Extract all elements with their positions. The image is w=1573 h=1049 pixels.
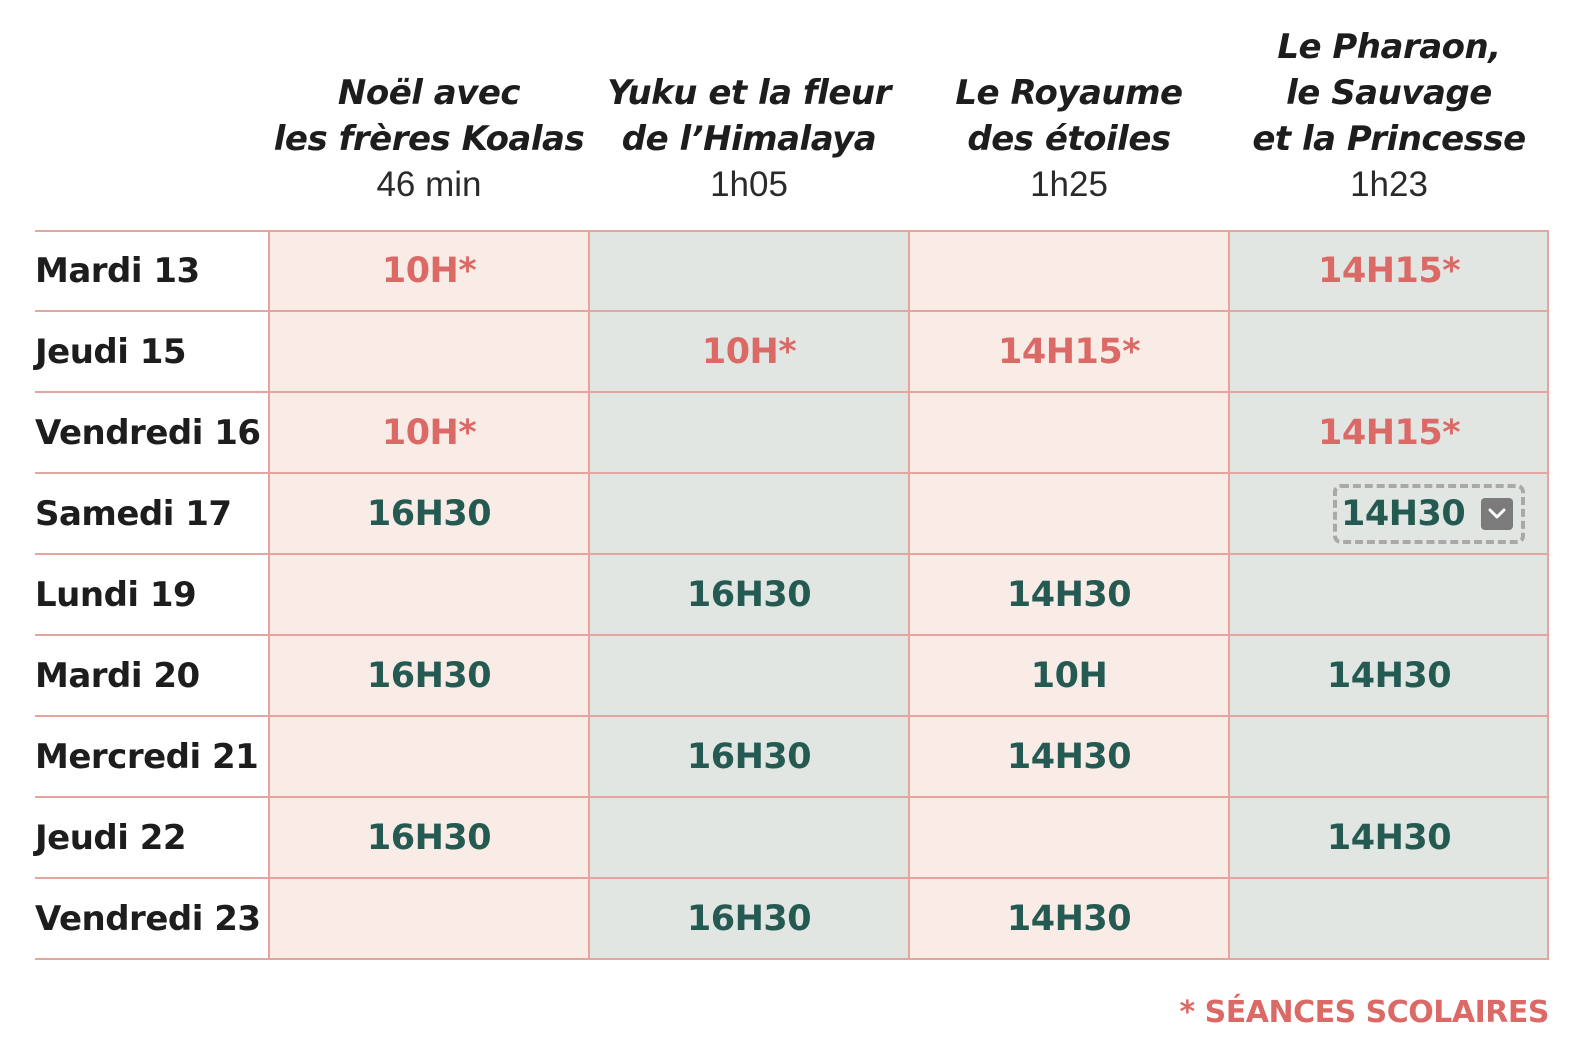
row-divider xyxy=(35,472,1549,474)
school-showtime: 14H15* xyxy=(997,331,1141,372)
column-background-1 xyxy=(269,230,589,959)
schedule-cell: 10H* xyxy=(589,311,909,392)
schedule-cell: 16H30 xyxy=(269,797,589,878)
schedule-cell: 14H30 xyxy=(1229,797,1549,878)
schedule-cell: 14H15* xyxy=(1229,392,1549,473)
day-label: Mardi 20 xyxy=(35,655,200,696)
day-label: Jeudi 15 xyxy=(35,331,187,372)
column-background-2 xyxy=(589,230,909,959)
film-duration: 1h25 xyxy=(1030,165,1108,204)
row-divider xyxy=(35,553,1549,555)
column-divider xyxy=(1228,230,1230,959)
schedule-cell: 10H xyxy=(909,635,1229,716)
film-title: Le Royaume des étoiles xyxy=(955,73,1183,159)
day-label: Samedi 17 xyxy=(35,493,232,534)
showtime: 14H30 xyxy=(1326,817,1452,858)
schedule-cell: 14H30 xyxy=(909,554,1229,635)
column-divider xyxy=(1547,230,1549,959)
column-divider xyxy=(588,230,590,959)
row-divider xyxy=(35,796,1549,798)
schedule-cell: 16H30 xyxy=(589,554,909,635)
schedule-cell: 10H* xyxy=(269,230,589,311)
schedule-cell: 14H30 xyxy=(909,716,1229,797)
schedule-cell: 14H30 xyxy=(1229,635,1549,716)
film-header-1: Noël avec les frères Koalas 46 min xyxy=(269,0,589,230)
column-background-4 xyxy=(1229,230,1549,959)
showtime: 16H30 xyxy=(686,574,812,615)
showtime: 14H30 xyxy=(1326,655,1452,696)
schedule-cell: 10H* xyxy=(269,392,589,473)
column-divider xyxy=(268,230,270,959)
schedule-cell: 14H15* xyxy=(909,311,1229,392)
schedule-cell: 14H30 xyxy=(1229,473,1549,554)
school-showtime: 10H* xyxy=(381,250,477,291)
film-title: Noël avec les frères Koalas xyxy=(273,73,585,159)
day-label: Mercredi 21 xyxy=(35,736,259,777)
day-label: Jeudi 22 xyxy=(35,817,187,858)
schedule-cell: 16H30 xyxy=(269,635,589,716)
row-divider xyxy=(35,877,1549,879)
row-divider xyxy=(35,310,1549,312)
film-title: Le Pharaon, le Sauvage et la Princesse xyxy=(1252,27,1526,159)
school-showtime: 14H15* xyxy=(1317,412,1461,453)
film-title: Yuku et la fleur de l’Himalaya xyxy=(607,73,891,159)
school-showtime: 10H* xyxy=(701,331,797,372)
showtime: 14H30 xyxy=(1006,574,1132,615)
schedule-cell: 16H30 xyxy=(589,878,909,959)
day-label: Mardi 13 xyxy=(35,250,200,291)
column-divider xyxy=(908,230,910,959)
showtime: 16H30 xyxy=(366,655,492,696)
film-duration: 46 min xyxy=(376,165,482,204)
selected-showtime[interactable]: 14H30 xyxy=(1333,483,1526,544)
day-label: Lundi 19 xyxy=(35,574,197,615)
schedule-grid: Mardi 13 10H* 14H15* Jeudi 15 10H* 14H15* Vend… xyxy=(35,230,1549,961)
schedule-cell: 16H30 xyxy=(589,716,909,797)
film-duration: 1h05 xyxy=(710,165,788,204)
showtime: 16H30 xyxy=(366,493,492,534)
film-header-4: Le Pharaon, le Sauvage et la Princesse 1h… xyxy=(1229,0,1549,230)
showtime: 16H30 xyxy=(686,898,812,939)
showtime: 14H30 xyxy=(1006,898,1132,939)
schedule-cell: 16H30 xyxy=(269,473,589,554)
column-background-3 xyxy=(909,230,1229,959)
showtime: 14H30 xyxy=(1006,736,1132,777)
row-divider xyxy=(35,634,1549,636)
row-divider xyxy=(35,230,1549,232)
film-header-3: Le Royaume des étoiles 1h25 xyxy=(909,0,1229,230)
showtime: 16H30 xyxy=(366,817,492,858)
school-showtime: 10H* xyxy=(381,412,477,453)
row-divider xyxy=(35,715,1549,717)
showtime: 10H xyxy=(1030,655,1108,696)
schedule-cell: 14H15* xyxy=(1229,230,1549,311)
row-divider xyxy=(35,391,1549,393)
footnote-school-sessions: * SÉANCES SCOLAIRES xyxy=(1179,995,1550,1030)
schedule-cell: 14H30 xyxy=(909,878,1229,959)
showtime: 16H30 xyxy=(686,736,812,777)
day-label: Vendredi 16 xyxy=(35,412,261,453)
showtime[interactable]: 14H30 xyxy=(1341,493,1466,534)
school-showtime: 14H15* xyxy=(1317,250,1461,291)
film-duration: 1h23 xyxy=(1350,165,1428,204)
chevron-down-icon[interactable] xyxy=(1481,497,1514,530)
film-headers: Noël avec les frères Koalas 46 min Yuku et… xyxy=(0,0,1573,230)
row-divider xyxy=(35,958,1549,960)
film-header-2: Yuku et la fleur de l’Himalaya 1h05 xyxy=(589,0,909,230)
day-label: Vendredi 23 xyxy=(35,898,261,939)
